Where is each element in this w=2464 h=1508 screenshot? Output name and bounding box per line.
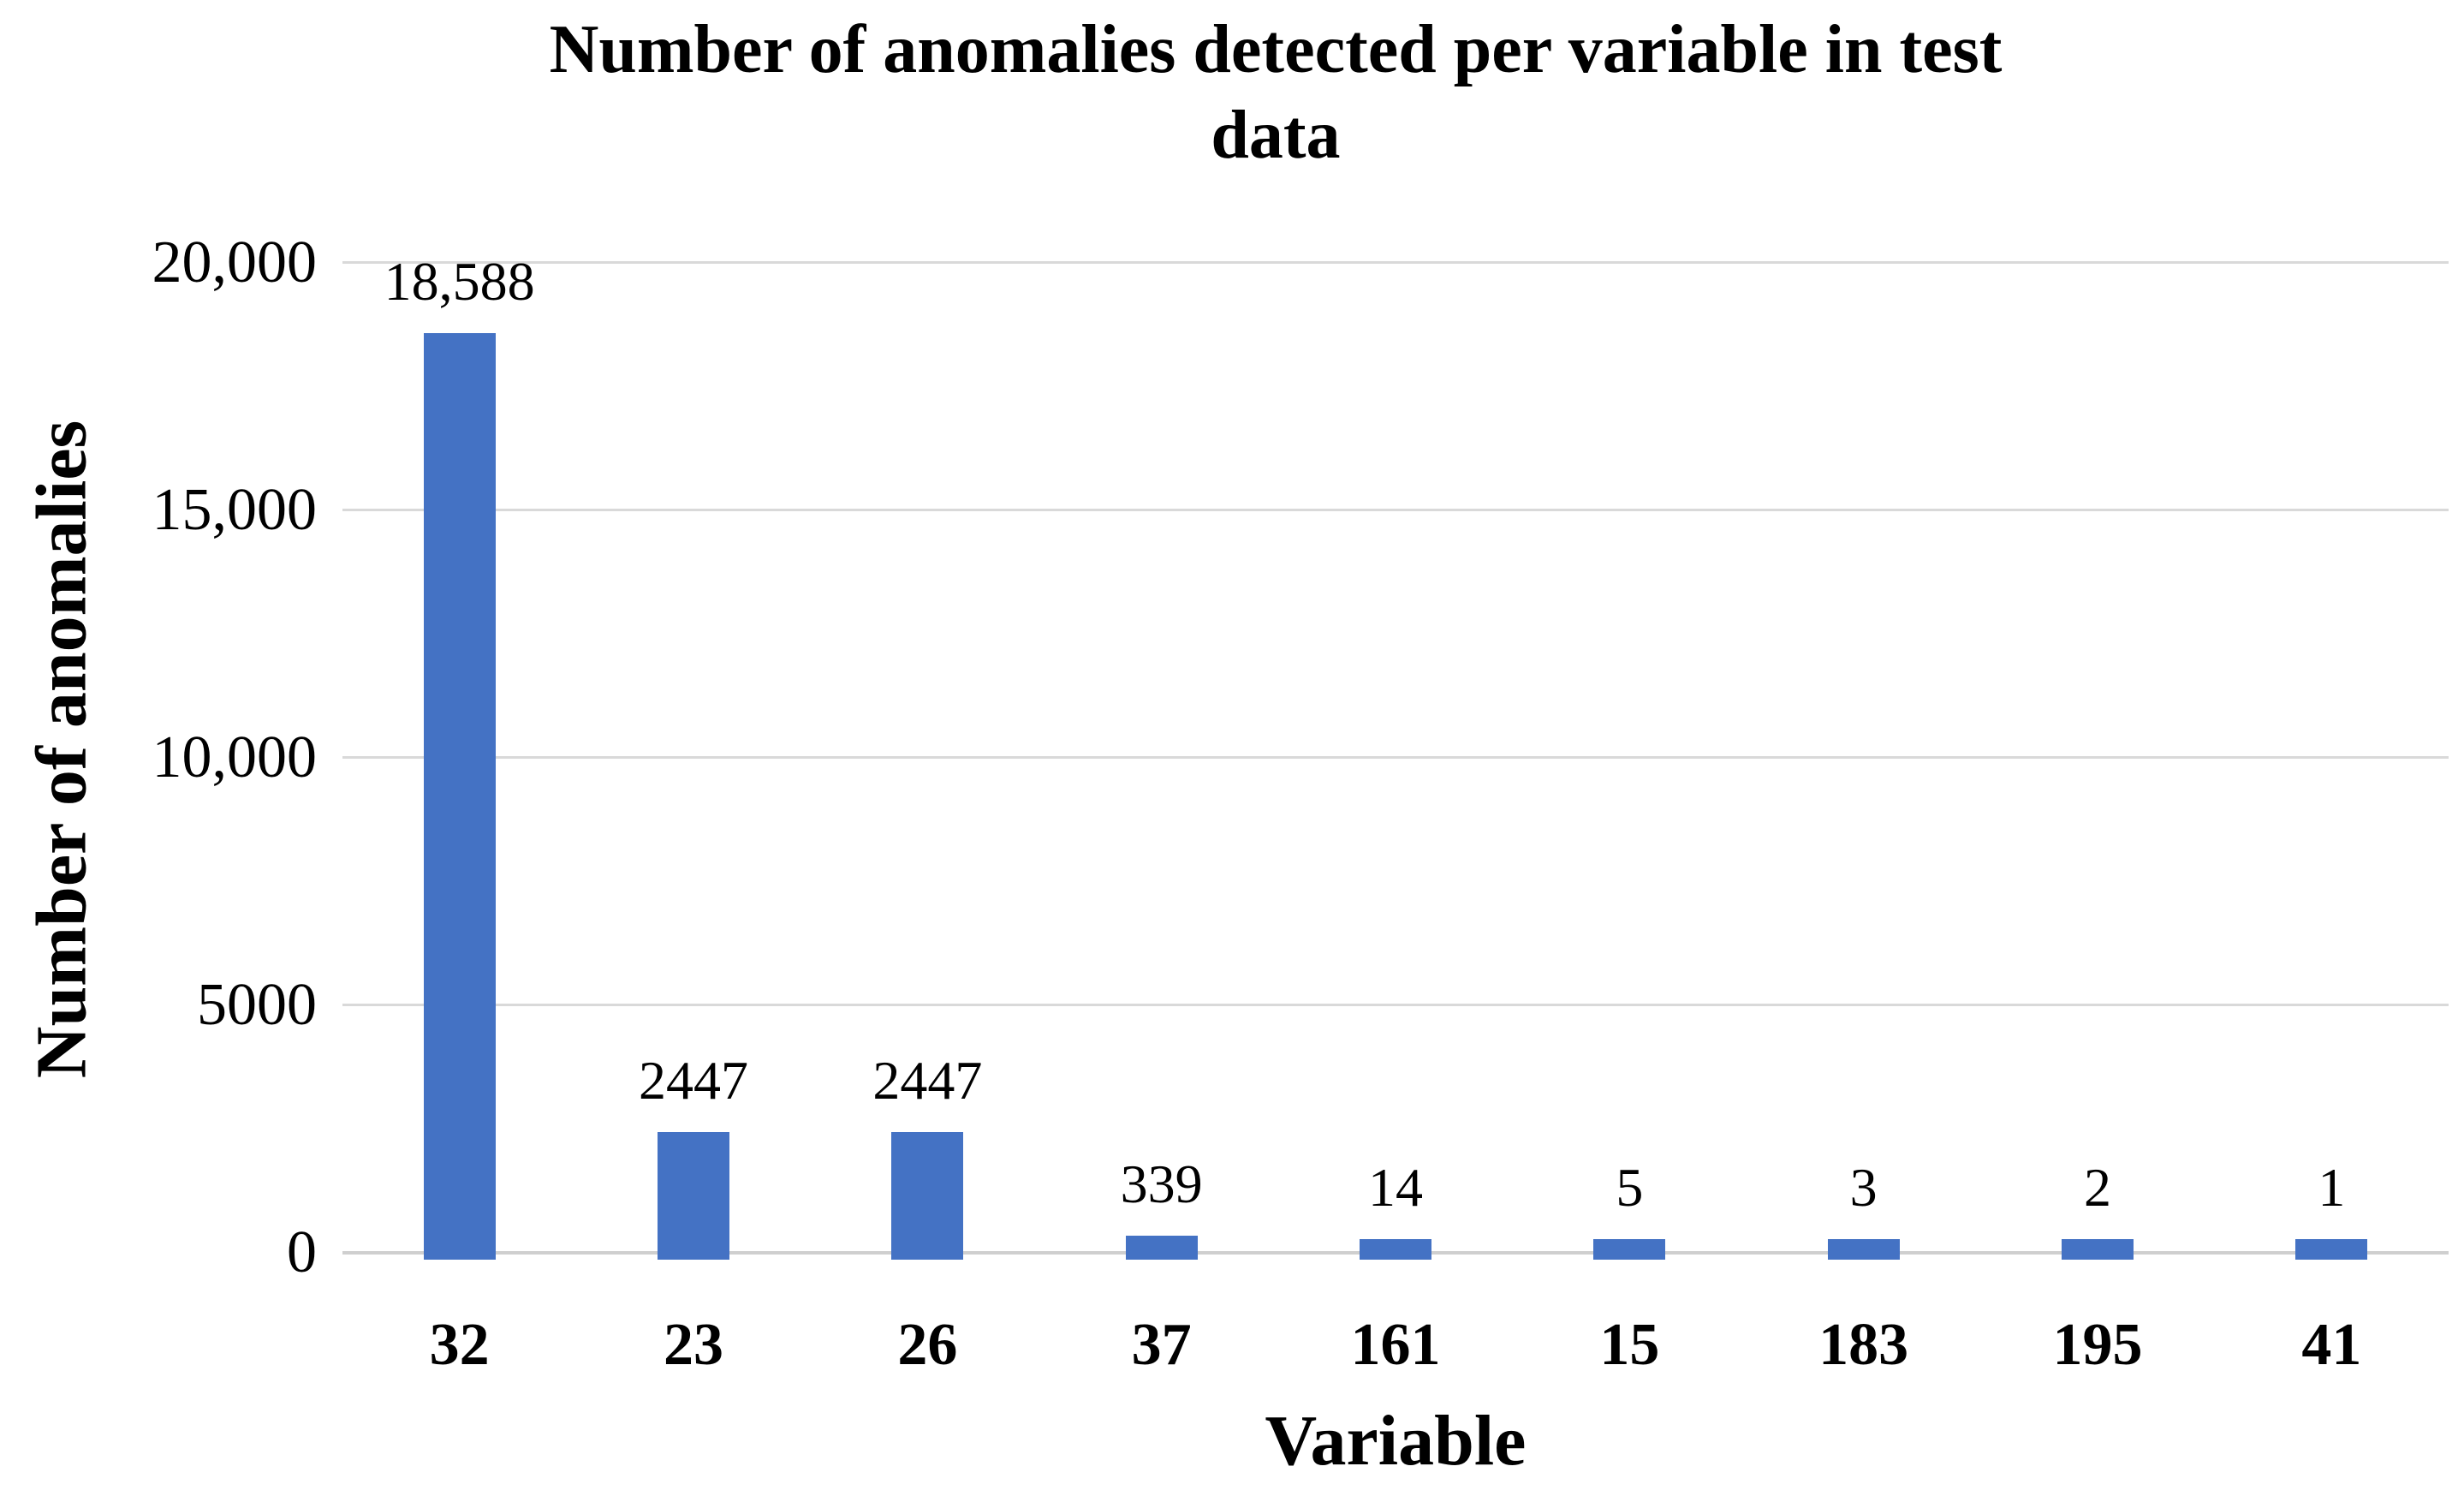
y-tick-label: 0 <box>287 1219 317 1285</box>
x-tick-label: 183 <box>1818 1312 1909 1378</box>
chart-title-line-1: Number of anomalies detected per variabl… <box>549 12 2003 87</box>
bar-value-label: 3 <box>1849 1157 1878 1218</box>
x-tick-label: 32 <box>429 1312 490 1378</box>
bar <box>891 1131 964 1260</box>
y-tick-labels: 0 5000 10,000 15,000 20,000 <box>68 229 318 1285</box>
gridline <box>342 509 2449 511</box>
bar <box>423 332 496 1260</box>
bar-value-label: 14 <box>1368 1157 1423 1218</box>
y-tick-label: 10,000 <box>152 724 318 790</box>
y-tick-label: 5000 <box>197 972 317 1038</box>
chart-title: Number of anomalies detected per variabl… <box>360 7 2192 178</box>
bar-value-label: 2447 <box>872 1049 983 1111</box>
bar <box>2295 1239 2368 1260</box>
y-tick-label: 20,000 <box>152 229 318 295</box>
gridline <box>342 1004 2449 1006</box>
gridline <box>342 261 2449 264</box>
x-tick-label: 26 <box>897 1312 958 1378</box>
x-axis-title: Variable <box>1265 1401 1527 1481</box>
bar <box>1125 1236 1198 1260</box>
x-tick-label: 23 <box>664 1312 723 1378</box>
gridline <box>342 756 2449 759</box>
bar <box>1360 1239 1431 1260</box>
x-tick-label: 41 <box>2301 1312 2362 1378</box>
bar-value-label: 1 <box>2318 1157 2346 1218</box>
bar-value-label: 5 <box>1616 1157 1644 1218</box>
x-tick-label: 195 <box>2052 1312 2143 1378</box>
x-tick-label: 15 <box>1599 1312 1660 1378</box>
bar-value-label: 339 <box>1120 1153 1203 1215</box>
bar <box>1593 1239 1666 1260</box>
x-tick-label: 37 <box>1131 1312 1192 1378</box>
plot-area: 18,588 32 2447 23 2447 26 339 37 14 161 5 15 3 183 2 19… <box>342 251 2449 1378</box>
bar <box>2062 1239 2134 1260</box>
bar-value-label: 2447 <box>639 1049 748 1111</box>
bar <box>1827 1239 1900 1260</box>
y-tick-label: 15,000 <box>152 477 318 543</box>
chart-title-line-2: data <box>1211 98 1341 173</box>
x-tick-label: 161 <box>1350 1312 1441 1378</box>
bar-value-label: 18,588 <box>384 250 535 312</box>
bar <box>658 1131 729 1260</box>
bar-value-label: 2 <box>2084 1157 2111 1218</box>
